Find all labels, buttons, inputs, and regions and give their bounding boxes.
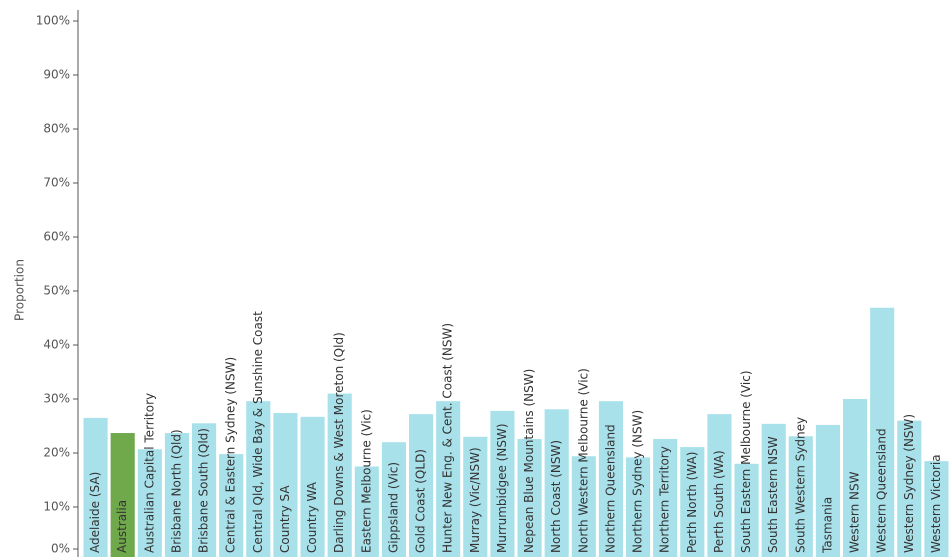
bar [924, 461, 949, 557]
category-label: Nepean Blue Mountains (NSW) [522, 369, 536, 553]
category-label: Tasmania [820, 497, 834, 554]
bar [192, 423, 217, 557]
category-label: South Western Sydney [793, 417, 807, 553]
category-label: Brisbane South (Qld) [197, 428, 211, 553]
bar [734, 463, 759, 557]
bar [381, 442, 406, 557]
category-label: Murray (Vic/NSW) [468, 447, 482, 553]
y-tick-label: 20% [43, 446, 70, 460]
bar [517, 438, 542, 557]
bar [463, 436, 488, 557]
bar [300, 416, 325, 557]
category-label: Country SA [278, 485, 292, 553]
category-label: South Eastern Melbourne (Vic) [739, 370, 753, 553]
bar [897, 420, 922, 557]
category-label: Perth North (WA) [685, 452, 699, 553]
category-label: North Coast (NSW) [549, 440, 563, 553]
bar [843, 399, 868, 557]
bar [490, 410, 515, 557]
bar [761, 423, 786, 557]
y-tick-label: 0% [51, 542, 70, 556]
bar [544, 409, 569, 557]
y-tick-label: 90% [43, 68, 70, 82]
y-tick-label: 50% [43, 284, 70, 298]
bar [653, 438, 678, 557]
bar [436, 401, 461, 557]
category-label: Brisbane North (Qld) [169, 429, 183, 553]
category-label: Gippsland (Vic) [386, 462, 400, 553]
category-label: South Eastern NSW [766, 436, 780, 553]
category-label: Central Qld, Wide Bay & Sunshine Coast [251, 311, 265, 553]
bar [707, 414, 732, 557]
bar [598, 401, 623, 557]
y-tick-label: 80% [43, 122, 70, 136]
category-label: Northern Queensland [603, 424, 617, 553]
y-tick-label: 40% [43, 338, 70, 352]
bar [409, 414, 434, 557]
category-label: North Western Melbourne (Vic) [576, 368, 590, 553]
y-tick-label: 30% [43, 392, 70, 406]
category-label: Gold Coast (QLD) [414, 449, 428, 553]
category-label: Northern Territory [658, 446, 672, 553]
category-label: Australia [115, 500, 129, 553]
bar [246, 401, 271, 557]
y-tick-label: 60% [43, 230, 70, 244]
category-label: Central & Eastern Sydney (NSW) [224, 357, 238, 553]
category-label: Hunter New Eng. & Cent. Coast (NSW) [441, 323, 455, 553]
bar [680, 447, 705, 557]
bar [273, 413, 298, 557]
category-label: Western NSW [848, 471, 862, 553]
bar [571, 456, 596, 557]
category-label: Western Queensland [875, 428, 889, 553]
category-label: Country WA [305, 481, 319, 553]
category-label: Eastern Melbourne (Vic) [359, 409, 373, 553]
category-label: Perth South (WA) [712, 450, 726, 553]
bar [327, 393, 352, 557]
bar [870, 307, 895, 557]
category-label: Murrumbidgee (NSW) [495, 424, 509, 554]
category-label: Western Sydney (NSW) [902, 414, 916, 553]
bar [110, 433, 135, 557]
bar [164, 433, 189, 557]
category-label: Western Victoria [929, 454, 943, 553]
y-axis-label: Proportion [13, 259, 27, 321]
y-tick-label: 10% [43, 500, 70, 514]
bar [83, 417, 108, 557]
bar [815, 424, 840, 557]
y-tick-label: 100% [36, 14, 70, 28]
bar [788, 436, 813, 557]
y-tick-label: 70% [43, 176, 70, 190]
bar [137, 449, 162, 557]
category-label: Darling Downs & West Moreton (Qld) [332, 332, 346, 553]
category-label: Adelaide (SA) [88, 472, 102, 553]
bar [626, 457, 651, 557]
category-label: Australian Capital Territory [142, 393, 156, 553]
bar [219, 454, 244, 557]
bar [354, 466, 379, 557]
category-label: Northern Sydney (NSW) [631, 410, 645, 553]
